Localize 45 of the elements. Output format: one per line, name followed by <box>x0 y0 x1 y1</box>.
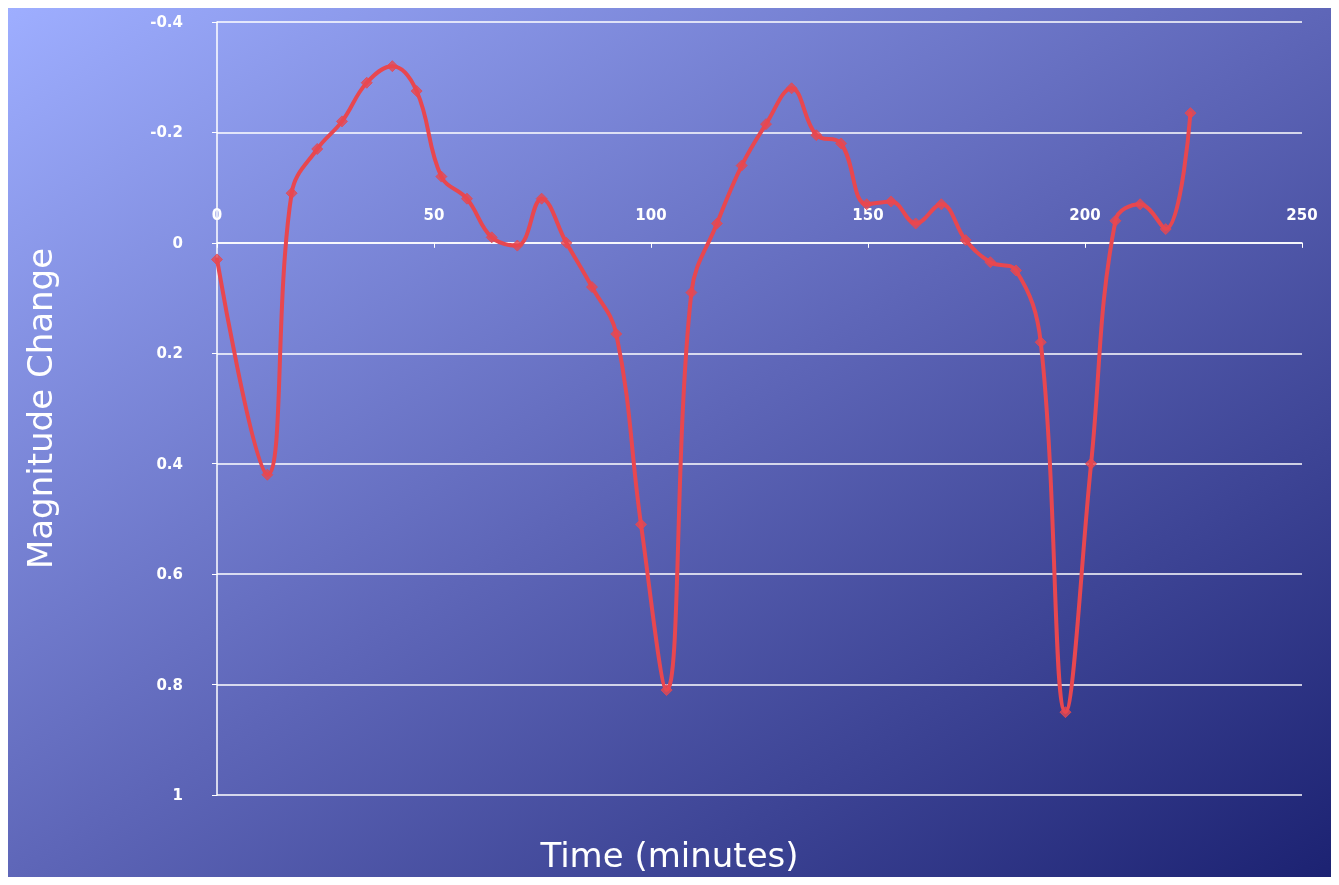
point <box>1134 198 1147 211</box>
point <box>335 115 348 128</box>
point <box>885 195 897 208</box>
y-tick-label: 0.6 <box>156 565 183 584</box>
y-tick-label: 0.8 <box>156 675 183 694</box>
point <box>710 217 723 230</box>
point <box>410 85 423 98</box>
y-tick-label: 1 <box>172 786 183 804</box>
point <box>311 142 324 155</box>
point <box>560 236 573 249</box>
point <box>360 76 373 89</box>
point <box>535 192 548 205</box>
point <box>785 82 798 95</box>
point <box>1159 223 1172 236</box>
y-axis-title: Magnitude Change <box>20 247 60 570</box>
point <box>610 327 623 340</box>
point <box>460 192 473 205</box>
point <box>1009 264 1022 277</box>
x-tick-label: 100 <box>635 206 667 225</box>
point <box>909 217 922 230</box>
point <box>261 468 274 481</box>
point <box>735 159 748 172</box>
point <box>984 256 997 269</box>
point <box>685 286 698 299</box>
point <box>1109 214 1122 227</box>
x-axis-title: Time (minutes) <box>539 835 799 875</box>
point <box>835 137 848 150</box>
point <box>935 198 948 211</box>
y-tick-label: 0.2 <box>156 344 183 363</box>
point <box>1059 706 1072 719</box>
point <box>959 234 972 247</box>
y-tick-label: -0.2 <box>150 123 183 142</box>
y-tick-label: 0 <box>172 233 183 252</box>
x-tick-label: 200 <box>1069 206 1101 225</box>
point <box>485 231 498 244</box>
y-tick-label: -0.4 <box>150 13 183 31</box>
x-tick-label: 50 <box>423 206 445 225</box>
x-tick-label: 250 <box>1286 206 1318 225</box>
point <box>435 170 448 183</box>
point <box>760 118 773 131</box>
x-tick-label: 150 <box>852 206 884 225</box>
y-tick-label: 0.4 <box>156 454 183 473</box>
point <box>810 129 823 142</box>
point <box>660 684 673 697</box>
point <box>585 281 598 294</box>
